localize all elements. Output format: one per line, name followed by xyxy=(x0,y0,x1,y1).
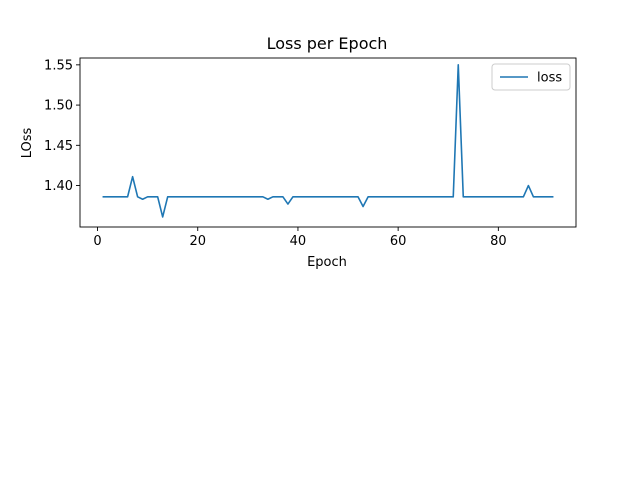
axes-frame xyxy=(79,57,577,228)
x-axis-ticks: 0 20 40 60 80 xyxy=(93,227,507,249)
legend: loss xyxy=(491,63,571,91)
y-tick-label: 1.50 xyxy=(44,99,73,114)
legend-box xyxy=(491,63,571,91)
y-tick-label: 1.45 xyxy=(44,139,73,154)
legend-label: loss xyxy=(537,71,562,86)
x-tick-label: 20 xyxy=(189,234,206,249)
y-tick-label: 1.40 xyxy=(44,179,73,194)
chart-title: Loss per Epoch xyxy=(267,34,388,53)
series-line-loss xyxy=(102,64,554,218)
y-tick-label: 1.55 xyxy=(44,58,73,73)
x-tick-label: 80 xyxy=(490,234,507,249)
x-tick-label: 40 xyxy=(290,234,307,249)
x-tick-label: 0 xyxy=(93,234,101,249)
x-tick-label: 60 xyxy=(390,234,407,249)
y-axis-ticks: 1.40 1.45 1.50 1.55 xyxy=(44,58,80,194)
plot-area xyxy=(79,57,577,228)
y-axis-label: LOss xyxy=(20,127,35,158)
x-axis-label: Epoch xyxy=(307,255,347,270)
